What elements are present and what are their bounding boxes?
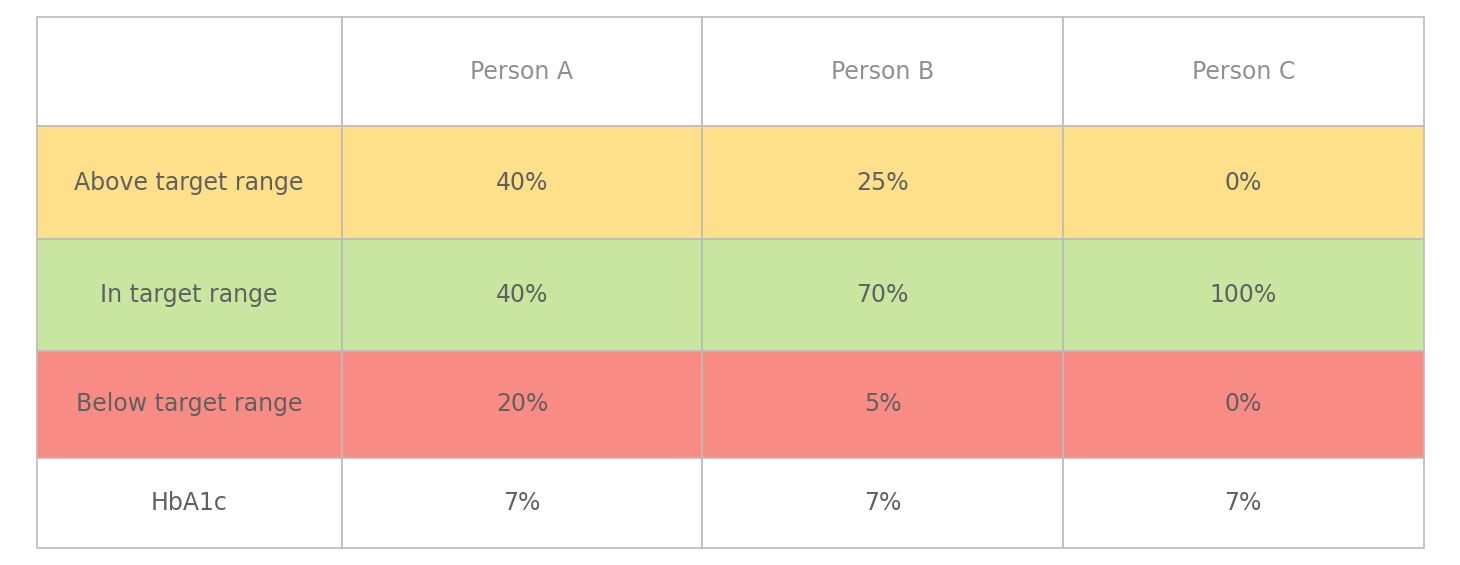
Text: 7%: 7% — [1225, 491, 1261, 515]
Bar — [702, 351, 1063, 458]
Bar — [342, 351, 702, 458]
Bar — [702, 458, 1063, 548]
Text: HbA1c: HbA1c — [150, 491, 228, 515]
Text: 100%: 100% — [1209, 283, 1278, 307]
Bar — [342, 238, 702, 351]
Bar — [1063, 351, 1424, 458]
Text: 40%: 40% — [496, 283, 548, 307]
Bar — [1063, 17, 1424, 127]
Text: Below target range: Below target range — [76, 392, 302, 416]
Text: Person A: Person A — [470, 60, 574, 84]
Text: 70%: 70% — [857, 283, 908, 307]
Bar — [36, 458, 342, 548]
Text: 25%: 25% — [856, 171, 910, 194]
Text: 40%: 40% — [496, 171, 548, 194]
Bar — [342, 458, 702, 548]
Bar — [1063, 458, 1424, 548]
Text: 0%: 0% — [1225, 171, 1261, 194]
Bar — [36, 351, 342, 458]
Bar — [702, 238, 1063, 351]
Bar — [1063, 127, 1424, 238]
Text: 20%: 20% — [496, 392, 548, 416]
Text: Above target range: Above target range — [74, 171, 304, 194]
Bar — [342, 17, 702, 127]
Text: Person B: Person B — [831, 60, 934, 84]
Text: 7%: 7% — [504, 491, 540, 515]
Text: In target range: In target range — [101, 283, 277, 307]
Text: 5%: 5% — [864, 392, 901, 416]
Bar — [702, 17, 1063, 127]
Bar — [36, 17, 342, 127]
Bar — [36, 127, 342, 238]
Bar — [1063, 238, 1424, 351]
Bar — [36, 238, 342, 351]
Bar — [342, 127, 702, 238]
Text: Person C: Person C — [1191, 60, 1295, 84]
Text: 7%: 7% — [864, 491, 901, 515]
Bar — [702, 127, 1063, 238]
Text: 0%: 0% — [1225, 392, 1261, 416]
